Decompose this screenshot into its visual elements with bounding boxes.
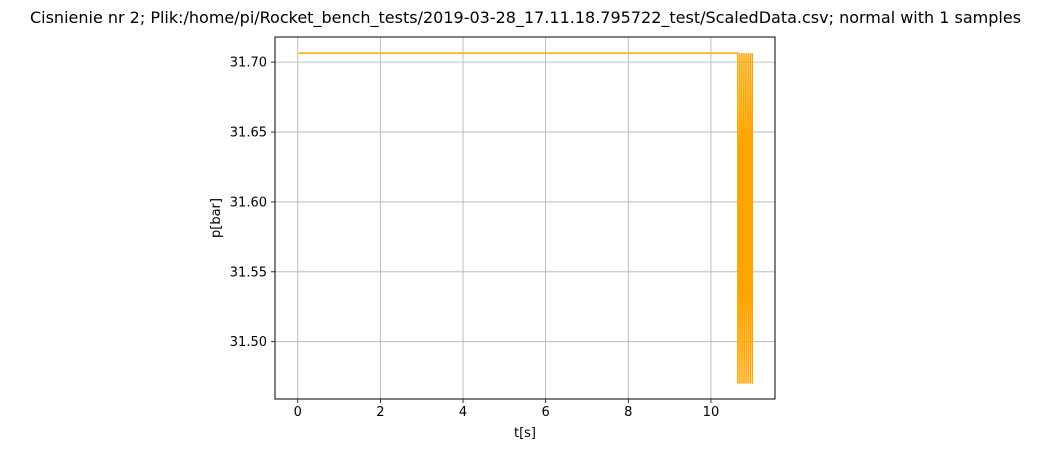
x-tick-label: 10: [703, 405, 720, 420]
axes-frame: [274, 36, 776, 400]
y-tick-label: 31.60: [230, 195, 267, 210]
series-layer: [297, 52, 754, 384]
y-tick-label: 31.70: [230, 56, 267, 71]
x-tick-label: 4: [459, 405, 467, 420]
y-tick-label: 31.65: [230, 126, 267, 141]
series-line: [297, 52, 754, 384]
chart-title: Cisnienie nr 2; Plik:/home/pi/Rocket_ben…: [29, 8, 1022, 27]
y-tick-label: 31.55: [230, 265, 267, 280]
x-tick-label: 6: [542, 405, 550, 420]
y-tick-label: 31.50: [230, 335, 267, 350]
ticks: 0 2 4 6 8 10 31.50 31.55 31.60 31.65 31.70: [230, 56, 719, 420]
x-axis-label: t[s]: [514, 426, 536, 441]
x-tick-label: 0: [294, 405, 302, 420]
axes-background: [275, 37, 775, 399]
x-tick-label: 8: [624, 405, 632, 420]
grid-lines: [275, 37, 775, 399]
x-tick-label: 2: [376, 405, 384, 420]
y-axis-label: p[bar]: [209, 198, 224, 238]
